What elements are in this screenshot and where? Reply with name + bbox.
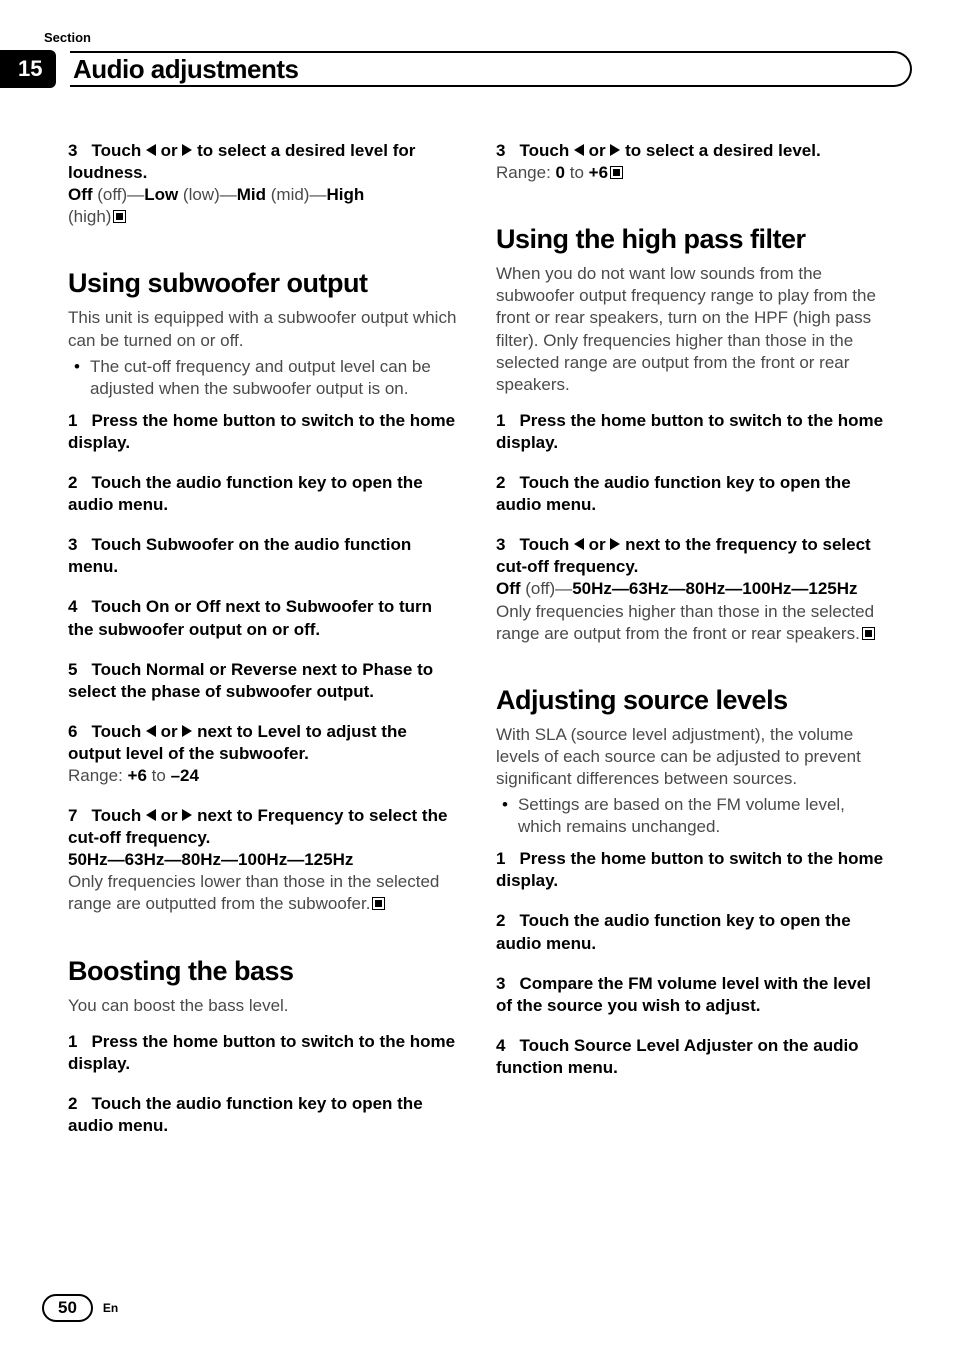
step-text: Touch or next to Frequency to select the… <box>68 806 447 847</box>
bass-step3: 3 Touch or to select a desired level. Ran… <box>496 140 886 184</box>
step-text: Compare the FM volume level with the lev… <box>496 974 871 1015</box>
step-number: 4 <box>68 596 77 618</box>
step-text: Touch the audio function key to open the… <box>496 911 851 952</box>
triangle-left-icon <box>574 144 584 156</box>
hpf-step2: 2Touch the audio function key to open th… <box>496 472 886 516</box>
sla-intro: With SLA (source level adjustment), the … <box>496 724 886 790</box>
step-text: Touch the audio function key to open the… <box>496 473 851 514</box>
step-text: Touch or next to the frequency to select… <box>496 535 871 576</box>
heading-bass: Boosting the bass <box>68 954 458 989</box>
step-text: Touch or to select a desired level. <box>519 141 820 160</box>
chapter-title: Audio adjustments <box>73 54 299 85</box>
bullet-icon: • <box>502 794 508 838</box>
sla-step3: 3Compare the FM volume level with the le… <box>496 973 886 1017</box>
triangle-right-icon <box>182 809 192 821</box>
subwoofer-intro: This unit is equipped with a subwoofer o… <box>68 307 458 351</box>
loudness-step3: 3Touch or to select a desired level for … <box>68 140 458 228</box>
sla-step1: 1Press the home button to switch to the … <box>496 848 886 892</box>
bass-step1: 1Press the home button to switch to the … <box>68 1031 458 1075</box>
range-text: Range: +6 to –24 <box>68 766 199 785</box>
sub-step3: 3Touch Subwoofer on the audio function m… <box>68 534 458 578</box>
step-number: 3 <box>68 140 77 162</box>
chapter-number-badge: 15 <box>0 50 56 88</box>
step-text: Touch the audio function key to open the… <box>68 473 423 514</box>
step-number: 4 <box>496 1035 505 1057</box>
end-mark-icon <box>862 627 875 640</box>
page-footer: 50 En <box>42 1294 118 1322</box>
step-number: 6 <box>68 721 77 743</box>
end-mark-icon <box>113 210 126 223</box>
step-text: Touch the audio function key to open the… <box>68 1094 423 1135</box>
bullet-icon: • <box>74 356 80 400</box>
step-text: Touch or next to Level to adjust the out… <box>68 722 407 763</box>
step-text: Press the home button to switch to the h… <box>496 411 883 452</box>
bass-step2: 2Touch the audio function key to open th… <box>68 1093 458 1137</box>
end-mark-icon <box>372 897 385 910</box>
loudness-options: Off (off)—Low (low)—Mid (mid)—High (high… <box>68 185 364 226</box>
sub-step6: 6Touch or next to Level to adjust the ou… <box>68 721 458 787</box>
step-number: 3 <box>496 973 505 995</box>
step-text: Press the home button to switch to the h… <box>68 1032 455 1073</box>
step-number: 2 <box>68 472 77 494</box>
bullet-text: Settings are based on the FM volume leve… <box>518 794 886 838</box>
content-columns: 3Touch or to select a desired level for … <box>68 140 886 1262</box>
step-text: Press the home button to switch to the h… <box>496 849 883 890</box>
triangle-right-icon <box>610 144 620 156</box>
step-number: 2 <box>68 1093 77 1115</box>
triangle-right-icon <box>182 144 192 156</box>
bullet-text: The cut-off frequency and output level c… <box>90 356 458 400</box>
sub-step4: 4Touch On or Off next to Subwoofer to tu… <box>68 596 458 640</box>
step-number: 1 <box>496 410 505 432</box>
step-text: Touch Subwoofer on the audio function me… <box>68 535 411 576</box>
right-column: 3 Touch or to select a desired level. Ran… <box>496 140 886 1262</box>
sub-step1: 1Press the home button to switch to the … <box>68 410 458 454</box>
heading-hpf: Using the high pass filter <box>496 222 886 257</box>
step-number: 2 <box>496 472 505 494</box>
triangle-left-icon <box>146 809 156 821</box>
step-number: 1 <box>68 410 77 432</box>
triangle-right-icon <box>182 725 192 737</box>
hpf-step3-body: Only frequencies higher than those in th… <box>496 602 874 643</box>
left-column: 3Touch or to select a desired level for … <box>68 140 458 1262</box>
sub-step5: 5Touch Normal or Reverse next to Phase t… <box>68 659 458 703</box>
header-bar: 15 Audio adjustments <box>0 50 912 90</box>
sub-step7: 7Touch or next to Frequency to select th… <box>68 805 458 915</box>
step-number: 1 <box>496 848 505 870</box>
hpf-freq-line: Off (off)—50Hz—63Hz—80Hz—100Hz—125Hz <box>496 579 858 598</box>
heading-subwoofer: Using subwoofer output <box>68 266 458 301</box>
sla-step2: 2Touch the audio function key to open th… <box>496 910 886 954</box>
hpf-intro: When you do not want low sounds from the… <box>496 263 886 396</box>
sla-bullet: • Settings are based on the FM volume le… <box>502 794 886 838</box>
language-code: En <box>103 1301 118 1315</box>
step-number: 3 <box>496 140 505 162</box>
hpf-step3: 3Touch or next to the frequency to selec… <box>496 534 886 644</box>
frequency-list: 50Hz—63Hz—80Hz—100Hz—125Hz <box>68 850 353 869</box>
subwoofer-bullet: • The cut-off frequency and output level… <box>74 356 458 400</box>
sla-step4: 4Touch Source Level Adjuster on the audi… <box>496 1035 886 1079</box>
sub-step2: 2Touch the audio function key to open th… <box>68 472 458 516</box>
step-number: 1 <box>68 1031 77 1053</box>
step-number: 5 <box>68 659 77 681</box>
step-text: Touch Source Level Adjuster on the audio… <box>496 1036 859 1077</box>
section-label: Section <box>44 30 91 45</box>
range-text: Range: 0 to +6 <box>496 163 608 182</box>
step-number: 7 <box>68 805 77 827</box>
triangle-left-icon <box>146 725 156 737</box>
triangle-left-icon <box>146 144 156 156</box>
step-text: Press the home button to switch to the h… <box>68 411 455 452</box>
triangle-left-icon <box>574 538 584 550</box>
step-text: Touch On or Off next to Subwoofer to tur… <box>68 597 432 638</box>
step-number: 2 <box>496 910 505 932</box>
step-number: 3 <box>68 534 77 556</box>
step-text: Touch Normal or Reverse next to Phase to… <box>68 660 433 701</box>
bass-intro: You can boost the bass level. <box>68 995 458 1017</box>
hpf-step1: 1Press the home button to switch to the … <box>496 410 886 454</box>
page-number: 50 <box>42 1294 93 1322</box>
step-text: Touch or to select a desired level for l… <box>68 141 415 182</box>
heading-sla: Adjusting source levels <box>496 683 886 718</box>
step-number: 3 <box>496 534 505 556</box>
triangle-right-icon <box>610 538 620 550</box>
end-mark-icon <box>610 166 623 179</box>
